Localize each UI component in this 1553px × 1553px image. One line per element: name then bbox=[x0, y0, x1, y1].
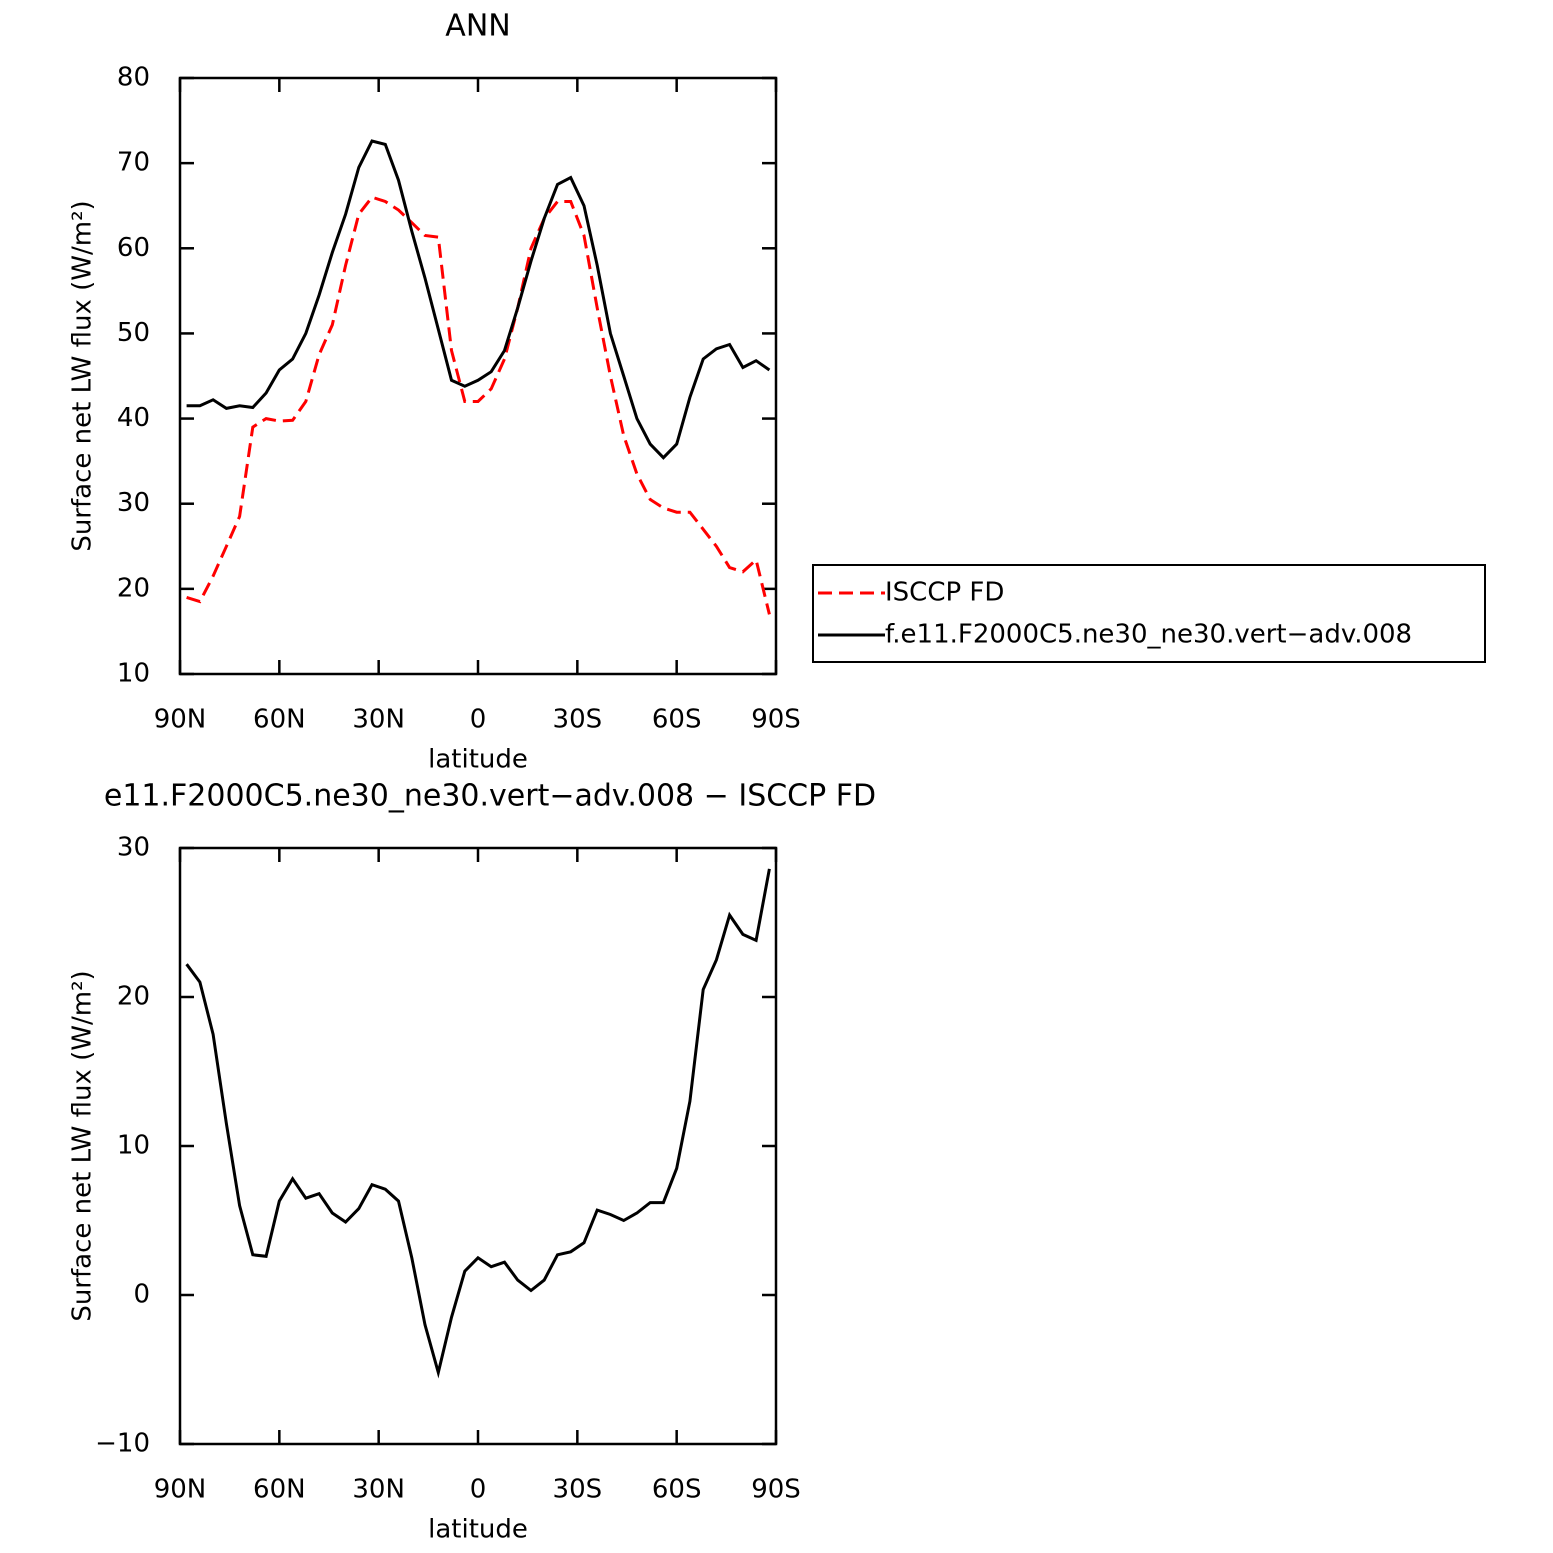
x-tick-label: 90S bbox=[751, 705, 801, 735]
plot-frame bbox=[178, 76, 778, 676]
y-tick-label: 0 bbox=[133, 1280, 150, 1310]
y-tick-label: 10 bbox=[117, 659, 150, 689]
x-tick-label: 30S bbox=[553, 705, 603, 735]
y-tick-label: −10 bbox=[95, 1429, 150, 1459]
y-axis-label: Surface net LW flux (W/m²) bbox=[68, 970, 98, 1321]
legend-box bbox=[812, 564, 1486, 663]
legend-label: f.e11.F2000C5.ne30_ne30.vert−adv.008 bbox=[885, 620, 1412, 650]
chart-title: e11.F2000C5.ne30_ne30.vert−adv.008 − ISC… bbox=[104, 779, 876, 814]
chart-title: ANN bbox=[445, 9, 510, 44]
y-tick-label: 30 bbox=[117, 488, 150, 518]
y-tick-label: 70 bbox=[117, 148, 150, 178]
x-tick-label: 90N bbox=[154, 1475, 207, 1505]
data-line bbox=[186, 139, 771, 460]
data-line bbox=[186, 195, 771, 615]
x-tick-label: 30N bbox=[352, 705, 405, 735]
x-tick-label: 90N bbox=[154, 705, 207, 735]
plot-frame bbox=[178, 846, 778, 1446]
x-tick-label: 0 bbox=[470, 1475, 487, 1505]
y-tick-label: 40 bbox=[117, 403, 150, 433]
x-tick-label: 30S bbox=[553, 1475, 603, 1505]
x-tick-label: 0 bbox=[470, 705, 487, 735]
y-tick-label: 10 bbox=[117, 1131, 150, 1161]
x-tick-label: 60S bbox=[652, 1475, 702, 1505]
x-tick-label: 60S bbox=[652, 705, 702, 735]
x-tick-label: 60N bbox=[253, 705, 306, 735]
x-tick-label: 60N bbox=[253, 1475, 306, 1505]
data-line bbox=[185, 868, 771, 1379]
y-axis-label: Surface net LW flux (W/m²) bbox=[68, 200, 98, 551]
x-tick-label: 30N bbox=[352, 1475, 405, 1505]
y-tick-label: 20 bbox=[117, 982, 150, 1012]
y-tick-label: 80 bbox=[117, 63, 150, 93]
legend-label: ISCCP FD bbox=[885, 578, 1004, 608]
y-tick-label: 60 bbox=[117, 233, 150, 263]
x-axis-label: latitude bbox=[428, 1515, 528, 1545]
y-tick-label: 20 bbox=[117, 573, 150, 603]
x-axis-label: latitude bbox=[428, 745, 528, 775]
y-tick-label: 30 bbox=[117, 833, 150, 863]
x-tick-label: 90S bbox=[751, 1475, 801, 1505]
y-tick-label: 50 bbox=[117, 318, 150, 348]
